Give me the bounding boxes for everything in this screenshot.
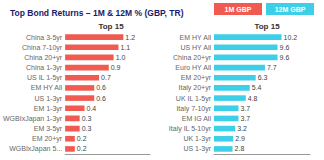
svg-text:Italy 20+yr: Italy 20+yr (179, 84, 212, 92)
svg-text:9.6: 9.6 (280, 54, 290, 61)
svg-text:Top 15: Top 15 (98, 22, 124, 31)
svg-text:0.2: 0.2 (77, 145, 87, 152)
svg-text:1.1: 1.1 (120, 44, 130, 51)
svg-text:EM 20+yr: EM 20+yr (32, 135, 63, 143)
svg-text:0.2: 0.2 (77, 135, 87, 142)
svg-text:0.6: 0.6 (96, 95, 106, 102)
svg-text:Italy IL 5-10yr: Italy IL 5-10yr (169, 125, 212, 133)
svg-text:UK IL 1-5yr: UK IL 1-5yr (176, 95, 212, 103)
svg-text:3.7: 3.7 (240, 115, 250, 122)
svg-text:China 3-5yr: China 3-5yr (26, 34, 63, 42)
svg-text:US IL 1-5yr: US IL 1-5yr (27, 74, 63, 82)
svg-text:China 20+yr: China 20+yr (173, 54, 212, 62)
svg-text:Top 15: Top 15 (254, 22, 280, 31)
svg-text:0.9: 0.9 (111, 64, 121, 71)
svg-text:5.4: 5.4 (252, 84, 262, 91)
svg-text:1.0: 1.0 (116, 54, 126, 61)
svg-text:WGBIxJapan 1-3yr: WGBIxJapan 1-3yr (3, 115, 63, 123)
svg-text:12M GBP: 12M GBP (275, 6, 306, 13)
svg-text:EM HY All: EM HY All (31, 84, 63, 91)
svg-text:WGBIxJapan 5...: WGBIxJapan 5... (9, 145, 62, 153)
svg-text:China 1-3yr: China 1-3yr (26, 64, 63, 72)
svg-text:EM 20+yr: EM 20+yr (181, 74, 212, 82)
svg-text:US 1-3yr: US 1-3yr (183, 145, 211, 153)
svg-text:Top Bond Returns – 1M & 12M %: Top Bond Returns – 1M & 12M % (GBP, TR) (10, 8, 184, 18)
svg-text:China 7-10yr: China 7-10yr (22, 44, 63, 52)
svg-text:EM HY All: EM HY All (180, 34, 212, 41)
svg-text:4.8: 4.8 (248, 95, 258, 102)
svg-text:Italy 7-10yr: Italy 7-10yr (176, 105, 211, 113)
svg-text:10.2: 10.2 (284, 34, 298, 41)
svg-text:0.3: 0.3 (82, 115, 92, 122)
svg-text:EM 1-3yr: EM 1-3yr (34, 105, 63, 113)
svg-text:EM 3-5yr: EM 3-5yr (34, 125, 63, 133)
svg-text:2.8: 2.8 (235, 145, 245, 152)
svg-text:3.2: 3.2 (237, 125, 247, 132)
svg-text:0.4: 0.4 (87, 105, 97, 112)
svg-text:US HY All: US HY All (180, 44, 211, 51)
svg-text:9.6: 9.6 (280, 44, 290, 51)
svg-text:6.3: 6.3 (258, 74, 268, 81)
svg-text:EM IG All: EM IG All (182, 115, 212, 122)
svg-text:3.7: 3.7 (240, 105, 250, 112)
svg-text:China 20+yr: China 20+yr (24, 54, 63, 62)
svg-text:0.6: 0.6 (96, 84, 106, 91)
svg-text:0.7: 0.7 (101, 74, 111, 81)
svg-text:7.7: 7.7 (267, 64, 277, 71)
svg-text:2.9: 2.9 (235, 135, 245, 142)
svg-text:1.2: 1.2 (125, 34, 135, 41)
svg-text:Euro HY All: Euro HY All (175, 64, 211, 71)
svg-text:UK 1-3yr: UK 1-3yr (183, 135, 211, 143)
svg-text:1M GBP: 1M GBP (225, 6, 252, 13)
svg-text:US 1-3yr: US 1-3yr (35, 95, 63, 103)
svg-text:0.3: 0.3 (82, 125, 92, 132)
